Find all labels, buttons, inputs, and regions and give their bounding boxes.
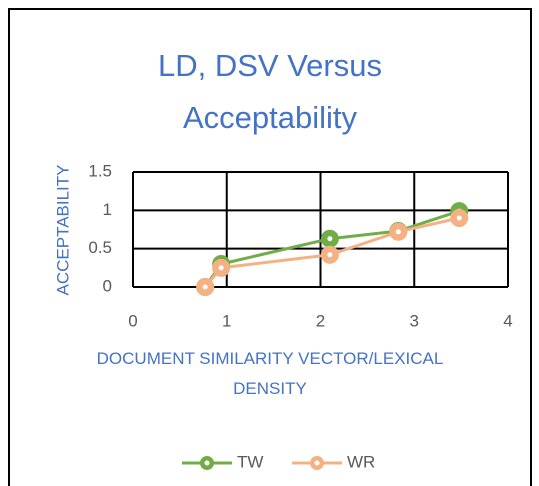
x-tick-label: 3 [410, 311, 419, 330]
marker-center [327, 252, 333, 258]
marker-center [218, 265, 224, 271]
y-tick-label: 1 [103, 200, 112, 219]
chart-title: LD, DSV Versus Acceptability [158, 48, 382, 135]
y-tick-label: 0 [103, 276, 112, 295]
legend-label: WR [347, 452, 375, 471]
x-tick-label: 4 [503, 311, 512, 330]
legend-marker-center [204, 460, 210, 466]
x-tick-label: 1 [222, 311, 231, 330]
y-tick-label: 1.5 [88, 161, 112, 180]
marker-center [456, 215, 462, 221]
y-axis-label: ACCEPTABILITY [53, 165, 72, 296]
marker-center [395, 229, 401, 235]
marker-center [202, 284, 208, 290]
chart-border [8, 8, 532, 486]
legend-marker-center [314, 460, 320, 466]
y-tick-label: 0.5 [88, 238, 112, 257]
legend-label: TW [237, 452, 263, 471]
x-axis-label: DOCUMENT SIMILARITY VECTOR/LEXICAL DENSI… [96, 349, 444, 398]
x-tick-label: 0 [128, 311, 137, 330]
x-tick-label: 2 [316, 311, 325, 330]
marker-center [327, 236, 333, 242]
